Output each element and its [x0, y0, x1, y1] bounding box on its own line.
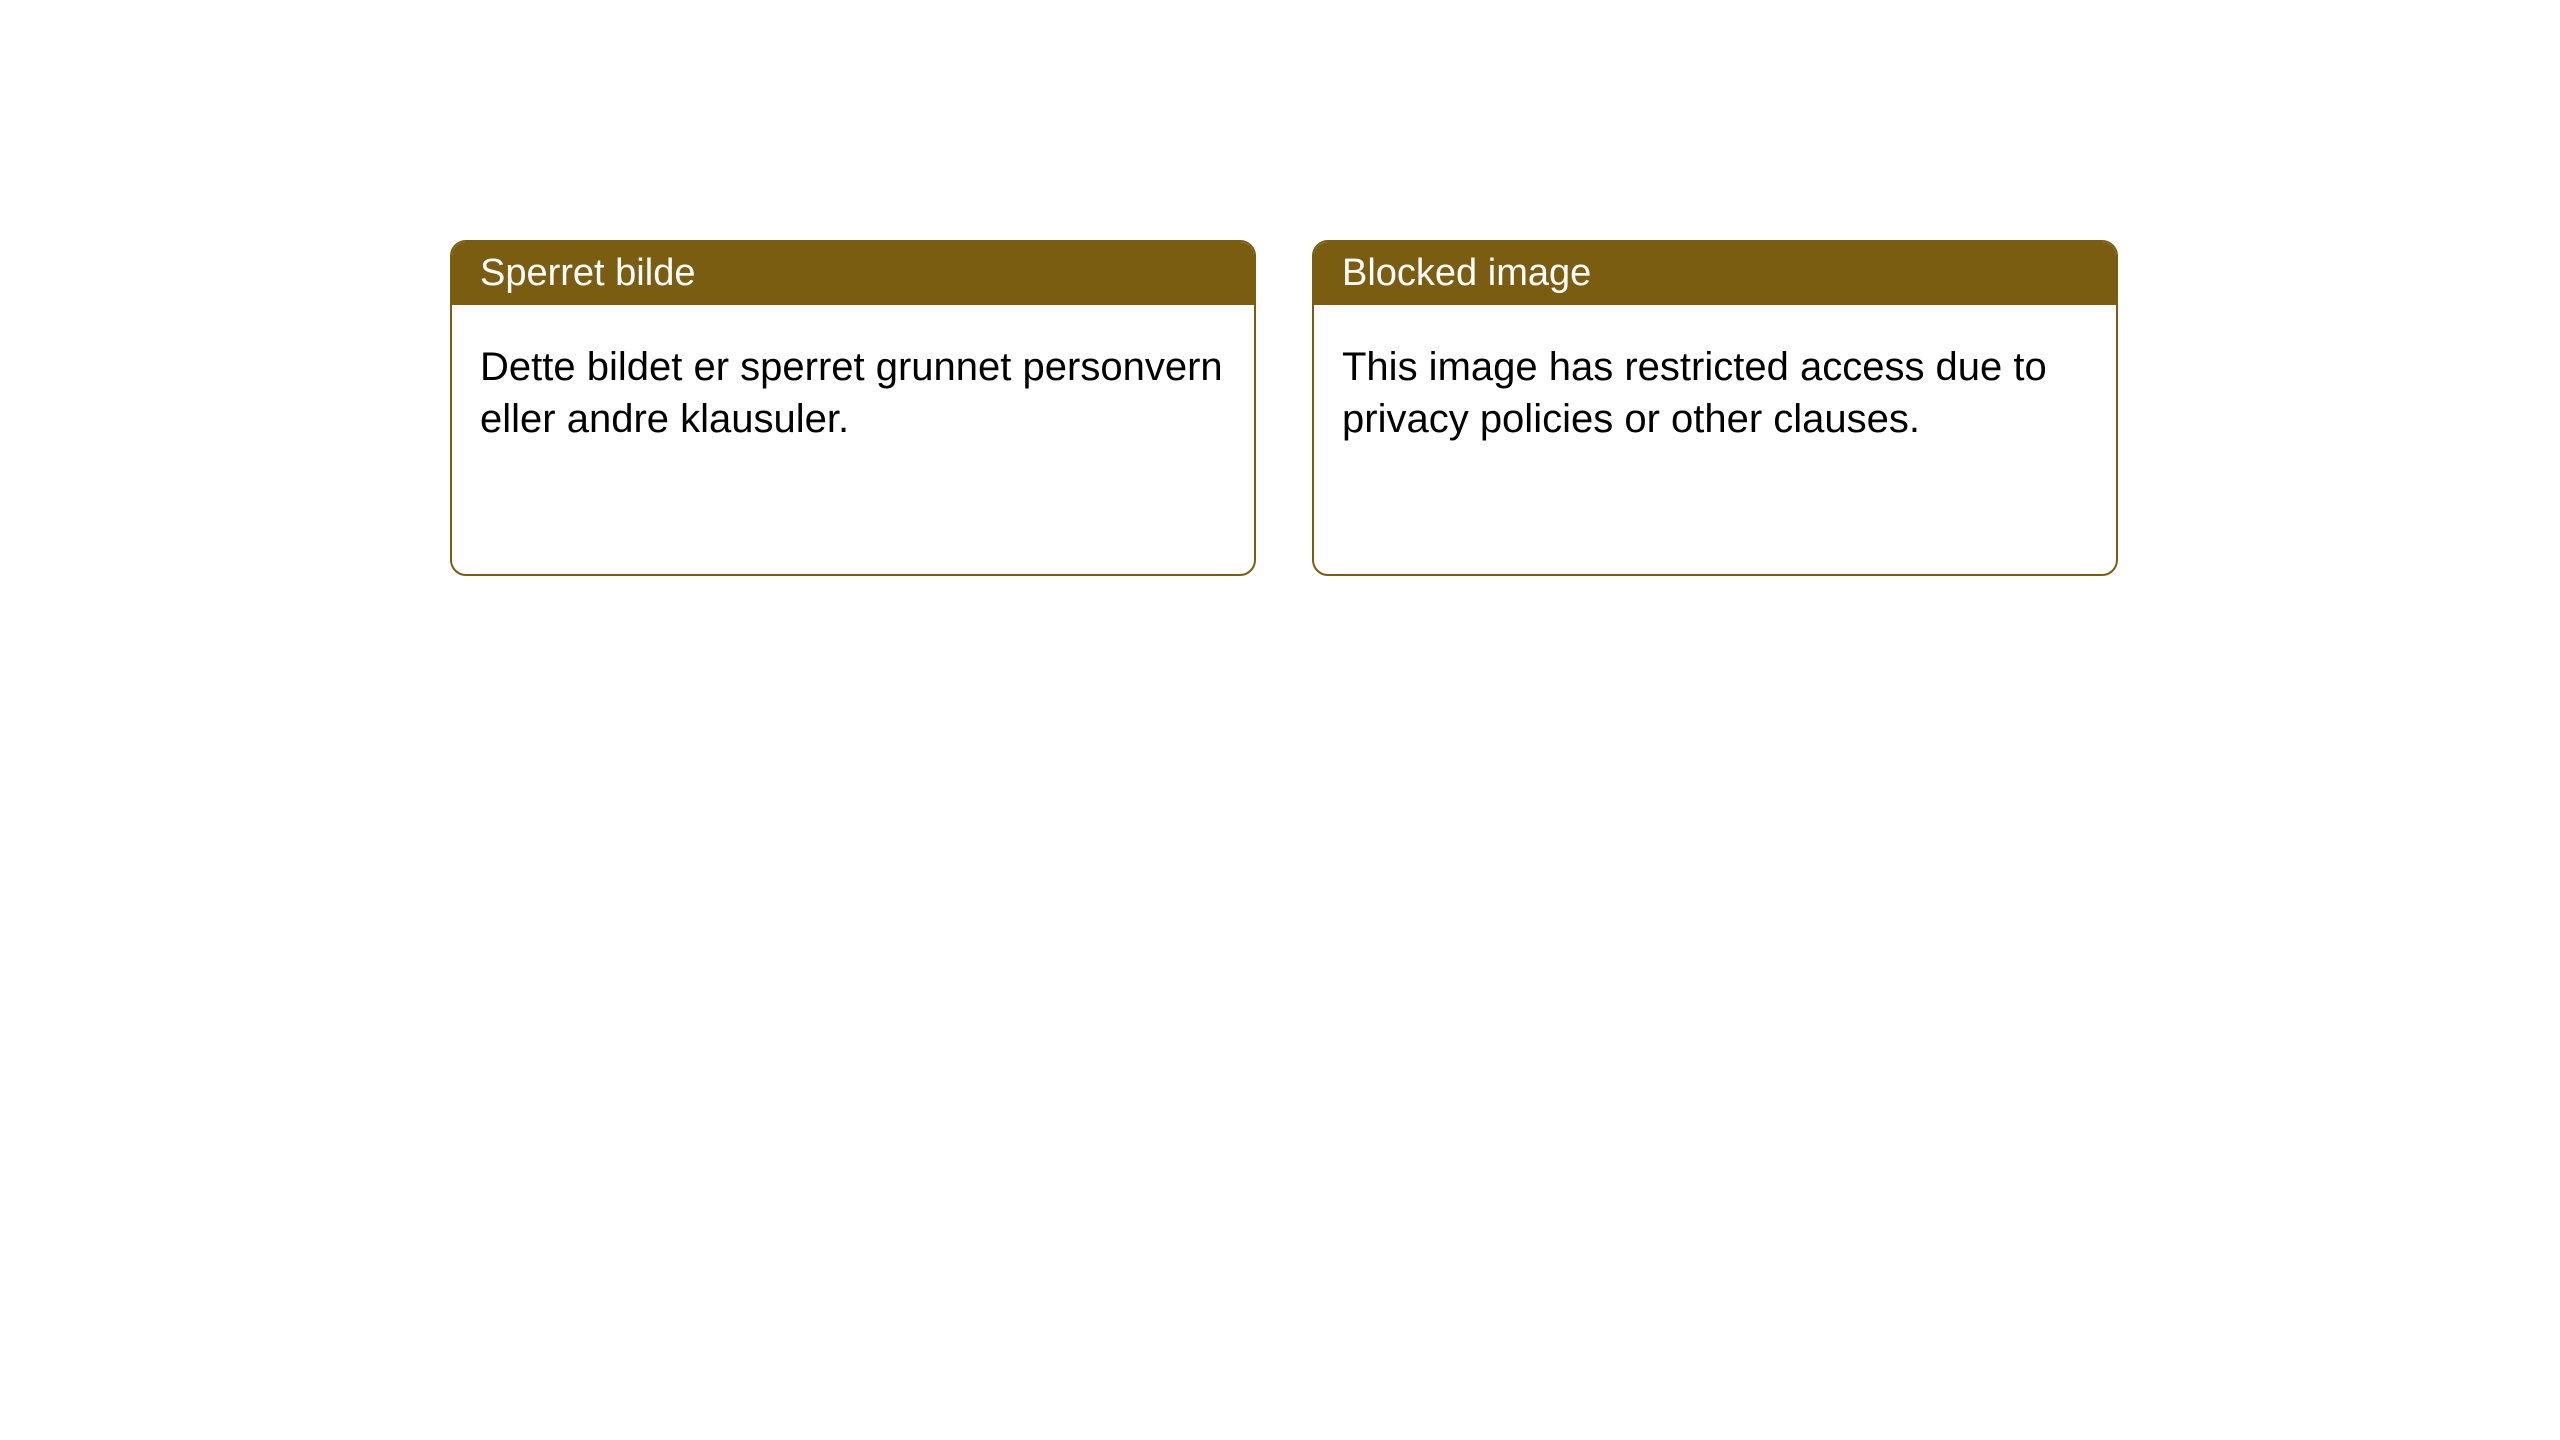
blocked-image-card-english: Blocked image This image has restricted …: [1312, 240, 2118, 576]
card-header-norwegian: Sperret bilde: [452, 242, 1254, 305]
card-body-english: This image has restricted access due to …: [1314, 305, 2116, 481]
blocked-image-card-norwegian: Sperret bilde Dette bildet er sperret gr…: [450, 240, 1256, 576]
card-body-norwegian: Dette bildet er sperret grunnet personve…: [452, 305, 1254, 481]
card-header-english: Blocked image: [1314, 242, 2116, 305]
cards-container: Sperret bilde Dette bildet er sperret gr…: [450, 240, 2560, 576]
